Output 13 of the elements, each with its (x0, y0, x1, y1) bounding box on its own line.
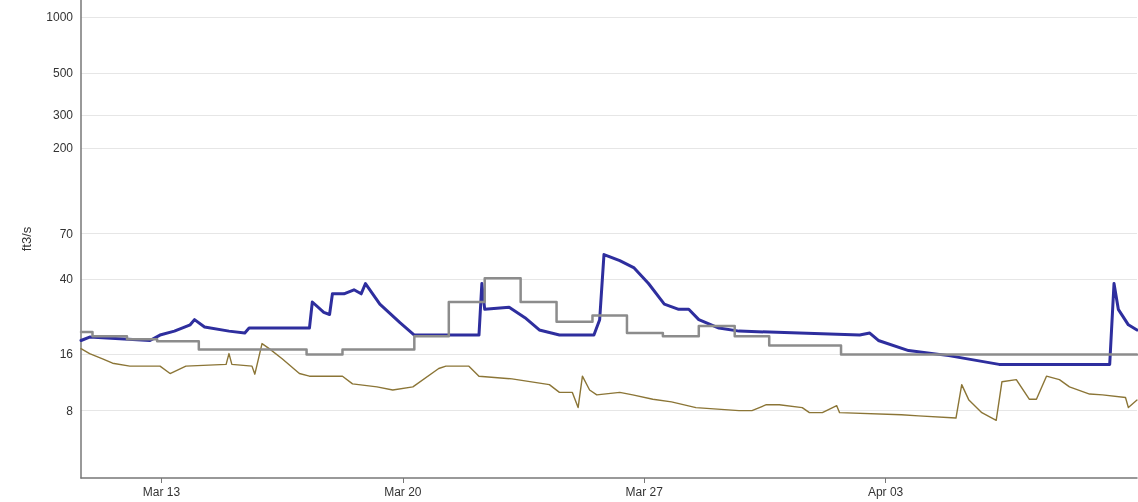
y-tick-label: 70 (59, 226, 74, 241)
x-tick-label: Mar 20 (384, 485, 422, 499)
x-tick-label: Apr 03 (867, 485, 904, 499)
y-tick-label: 16 (59, 347, 74, 362)
y-tick-label: 200 (52, 141, 74, 156)
x-tick-label: Mar 13 (142, 485, 181, 499)
y-tick-label: 300 (52, 108, 74, 123)
x-tick-label: Mar 27 (625, 485, 664, 499)
y-tick-label: 500 (52, 66, 74, 81)
y-tick-label: 1000 (46, 9, 74, 24)
y-tick-label: 40 (59, 272, 74, 287)
y-tick-label: 8 (66, 403, 74, 418)
y-axis-title: ft3/s (19, 226, 34, 252)
